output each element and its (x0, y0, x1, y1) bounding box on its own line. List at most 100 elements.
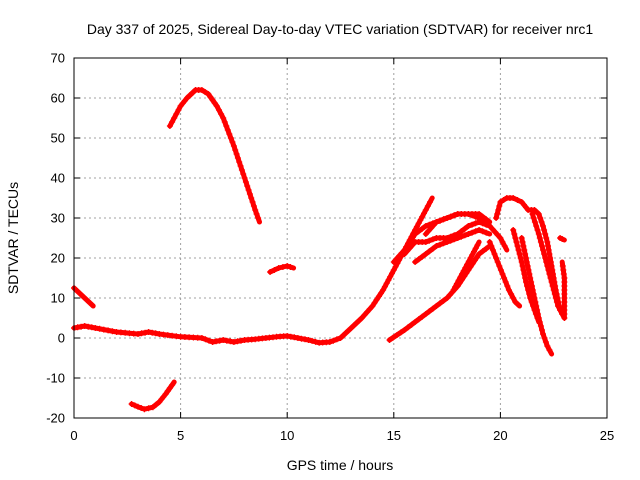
data-point (422, 311, 429, 317)
data-point (230, 339, 237, 345)
data-point (433, 219, 440, 225)
data-point (422, 207, 429, 213)
data-point (531, 219, 538, 225)
data-point (428, 225, 435, 231)
data-point (437, 241, 443, 248)
y-tick-label: 10 (51, 291, 65, 306)
data-point (305, 337, 312, 343)
data-point (153, 401, 160, 408)
data-point (518, 259, 525, 265)
data-point (386, 337, 393, 343)
data-point (213, 103, 220, 109)
data-point (537, 239, 544, 245)
series-track-i (486, 239, 523, 309)
data-point (460, 267, 467, 274)
series-start-neg-slope (71, 285, 96, 309)
data-point (472, 228, 479, 235)
data-point (406, 237, 413, 243)
x-tick-label: 25 (600, 428, 614, 443)
data-point (452, 283, 459, 290)
data-point (469, 221, 475, 228)
data-point (422, 239, 429, 245)
series-low-arc (128, 379, 177, 413)
data-point (422, 223, 429, 229)
data-point (74, 288, 81, 294)
data-point (186, 92, 193, 99)
x-axis-label: GPS time / hours (287, 457, 394, 473)
data-point (500, 197, 507, 203)
data-point (522, 251, 529, 257)
data-point (135, 331, 141, 337)
data-point (250, 203, 257, 209)
data-point (145, 405, 152, 412)
data-point (514, 301, 521, 307)
data-point (221, 119, 228, 125)
data-point (189, 89, 196, 96)
data-point (244, 183, 251, 189)
data-point (380, 287, 387, 293)
data-point (514, 243, 521, 249)
data-point (138, 405, 145, 411)
data-point (198, 87, 205, 93)
data-point (536, 235, 543, 241)
data-point (534, 307, 541, 313)
data-point (392, 263, 399, 270)
data-point (429, 236, 436, 243)
y-tick-label: -20 (46, 411, 65, 426)
data-point (426, 237, 433, 244)
data-point (401, 327, 408, 333)
x-tick-label: 5 (177, 428, 184, 443)
data-point (495, 207, 502, 213)
data-point (458, 228, 465, 235)
data-point (166, 123, 173, 129)
data-point (451, 212, 458, 219)
data-point (220, 115, 227, 121)
data-point (520, 267, 527, 273)
data-point (514, 197, 521, 203)
data-point (462, 264, 469, 271)
data-point (546, 347, 553, 353)
data-point (513, 239, 520, 245)
data-point (80, 294, 87, 300)
data-point (450, 287, 457, 293)
data-point (226, 131, 233, 137)
data-point (216, 337, 223, 344)
data-point (426, 308, 433, 315)
series-short-mid (267, 263, 297, 275)
data-point (539, 243, 545, 249)
data-point (389, 270, 395, 277)
data-point (387, 273, 394, 280)
series-line (387, 243, 493, 343)
data-point (551, 291, 558, 297)
data-point (433, 303, 440, 309)
data-point (271, 267, 278, 273)
data-point (83, 297, 90, 303)
data-point (543, 259, 550, 265)
data-point (494, 232, 501, 238)
data-point (488, 243, 495, 249)
data-point (501, 275, 508, 281)
data-point (275, 265, 282, 271)
data-point (444, 239, 451, 245)
data-point (521, 271, 528, 277)
data-point (540, 331, 546, 337)
data-point (467, 255, 474, 261)
data-point (242, 179, 249, 185)
data-point (545, 247, 552, 253)
data-point (536, 319, 543, 325)
series-line (412, 227, 493, 265)
data-point (546, 251, 553, 257)
data-point (519, 263, 526, 269)
data-point (471, 248, 477, 255)
data-point (206, 337, 212, 344)
data-point (92, 325, 99, 331)
data-point (523, 279, 529, 285)
data-point (175, 107, 182, 113)
data-point (364, 309, 371, 315)
data-point (229, 139, 236, 145)
data-point (524, 263, 531, 269)
data-point (469, 229, 475, 236)
data-point (465, 223, 472, 229)
data-point (535, 315, 542, 321)
data-point (447, 237, 454, 244)
